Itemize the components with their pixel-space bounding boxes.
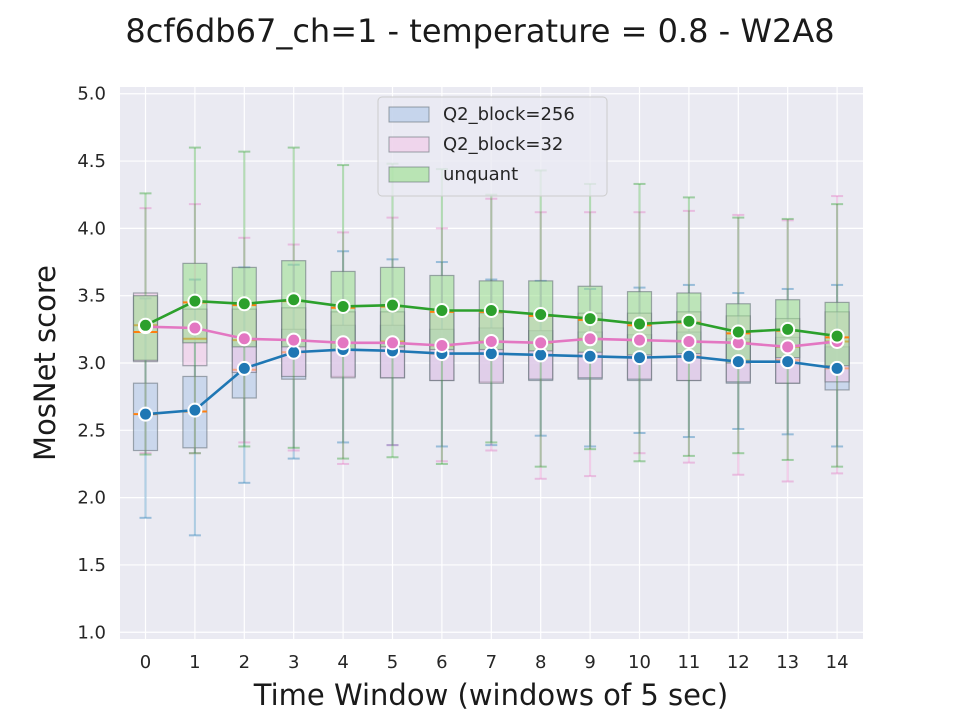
mean-point [681, 333, 697, 349]
y-tick-label: 2.0 [77, 488, 106, 509]
y-tick-label: 3.0 [77, 353, 106, 374]
legend-swatch [388, 136, 430, 153]
mean-point [236, 331, 252, 347]
mean-point [286, 332, 302, 348]
x-tick-label: 4 [337, 652, 348, 673]
y-tick-label: 1.5 [77, 555, 106, 576]
x-tick-label: 0 [140, 652, 151, 673]
mean-point [582, 331, 598, 347]
y-tick-label: 3.5 [77, 286, 106, 307]
legend-label: Q2_block=32 [443, 134, 563, 155]
mean-point [730, 354, 746, 370]
mean-point [632, 350, 647, 366]
mean-point [483, 333, 499, 349]
mean-point [780, 321, 796, 337]
mean-point [335, 335, 351, 351]
mean-point [632, 316, 647, 332]
mean-point [582, 348, 598, 364]
chart-title: 8cf6db67_ch=1 - temperature = 0.8 - W2A8 [125, 12, 834, 50]
mean-point [286, 344, 302, 360]
x-tick-label: 8 [535, 652, 546, 673]
y-tick-label: 4.0 [77, 218, 106, 239]
mean-point [335, 298, 351, 314]
mean-point [138, 406, 153, 422]
x-tick-label: 14 [826, 652, 849, 673]
x-tick-label: 11 [677, 652, 700, 673]
mean-point [533, 335, 549, 351]
mean-point [582, 311, 598, 327]
x-tick-label: 10 [628, 652, 651, 673]
x-tick-label: 6 [436, 652, 447, 673]
legend-swatch [388, 166, 430, 183]
x-tick-label: 13 [776, 652, 799, 673]
x-tick-label: 7 [486, 652, 497, 673]
box-plot [725, 216, 751, 455]
y-tick-label: 2.5 [77, 420, 106, 441]
x-axis-label: Time Window (windows of 5 sec) [253, 678, 728, 712]
mean-point [434, 337, 450, 353]
mean-point [780, 339, 796, 355]
mean-lines [138, 292, 845, 422]
mean-point [385, 297, 400, 313]
mean-point [187, 320, 203, 336]
x-tick-label: 1 [189, 652, 200, 673]
x-tick-label: 12 [727, 652, 750, 673]
legend-swatch [388, 106, 430, 123]
mean-point [483, 302, 499, 318]
mean-point [730, 324, 746, 340]
legend-frame [377, 96, 608, 197]
x-tick-label: 9 [584, 652, 595, 673]
mean-point [236, 360, 252, 376]
x-tick-label: 3 [288, 652, 299, 673]
mean-point [385, 335, 400, 351]
mean-point [187, 293, 203, 309]
axis-ticks: 1.01.52.02.53.03.54.04.55.00 1 2 3 4 5 6 7 8 9 10 1… [77, 84, 848, 673]
y-tick-label: 4.5 [77, 151, 106, 172]
mean-point [681, 313, 697, 329]
y-tick-label: 1.0 [77, 622, 106, 643]
mean-point [533, 307, 549, 323]
mean-point [632, 332, 647, 348]
mean-point [236, 296, 252, 312]
mean-point [829, 328, 845, 344]
mean-point [681, 348, 697, 364]
legend-label: unquant [443, 164, 518, 185]
mean-point [138, 317, 153, 333]
mean-point [780, 354, 796, 370]
mean-point [533, 347, 549, 363]
mean-point [187, 402, 203, 418]
x-tick-label: 5 [387, 652, 398, 673]
mean-point [829, 360, 845, 376]
y-axis-label: MosNet score [28, 265, 62, 461]
mean-point [483, 346, 499, 362]
mean-point [286, 292, 302, 308]
legend-label: Q2_block=256 [443, 104, 575, 125]
y-tick-label: 5.0 [77, 84, 106, 105]
x-tick-label: 2 [239, 652, 250, 673]
mean-point [434, 302, 450, 318]
